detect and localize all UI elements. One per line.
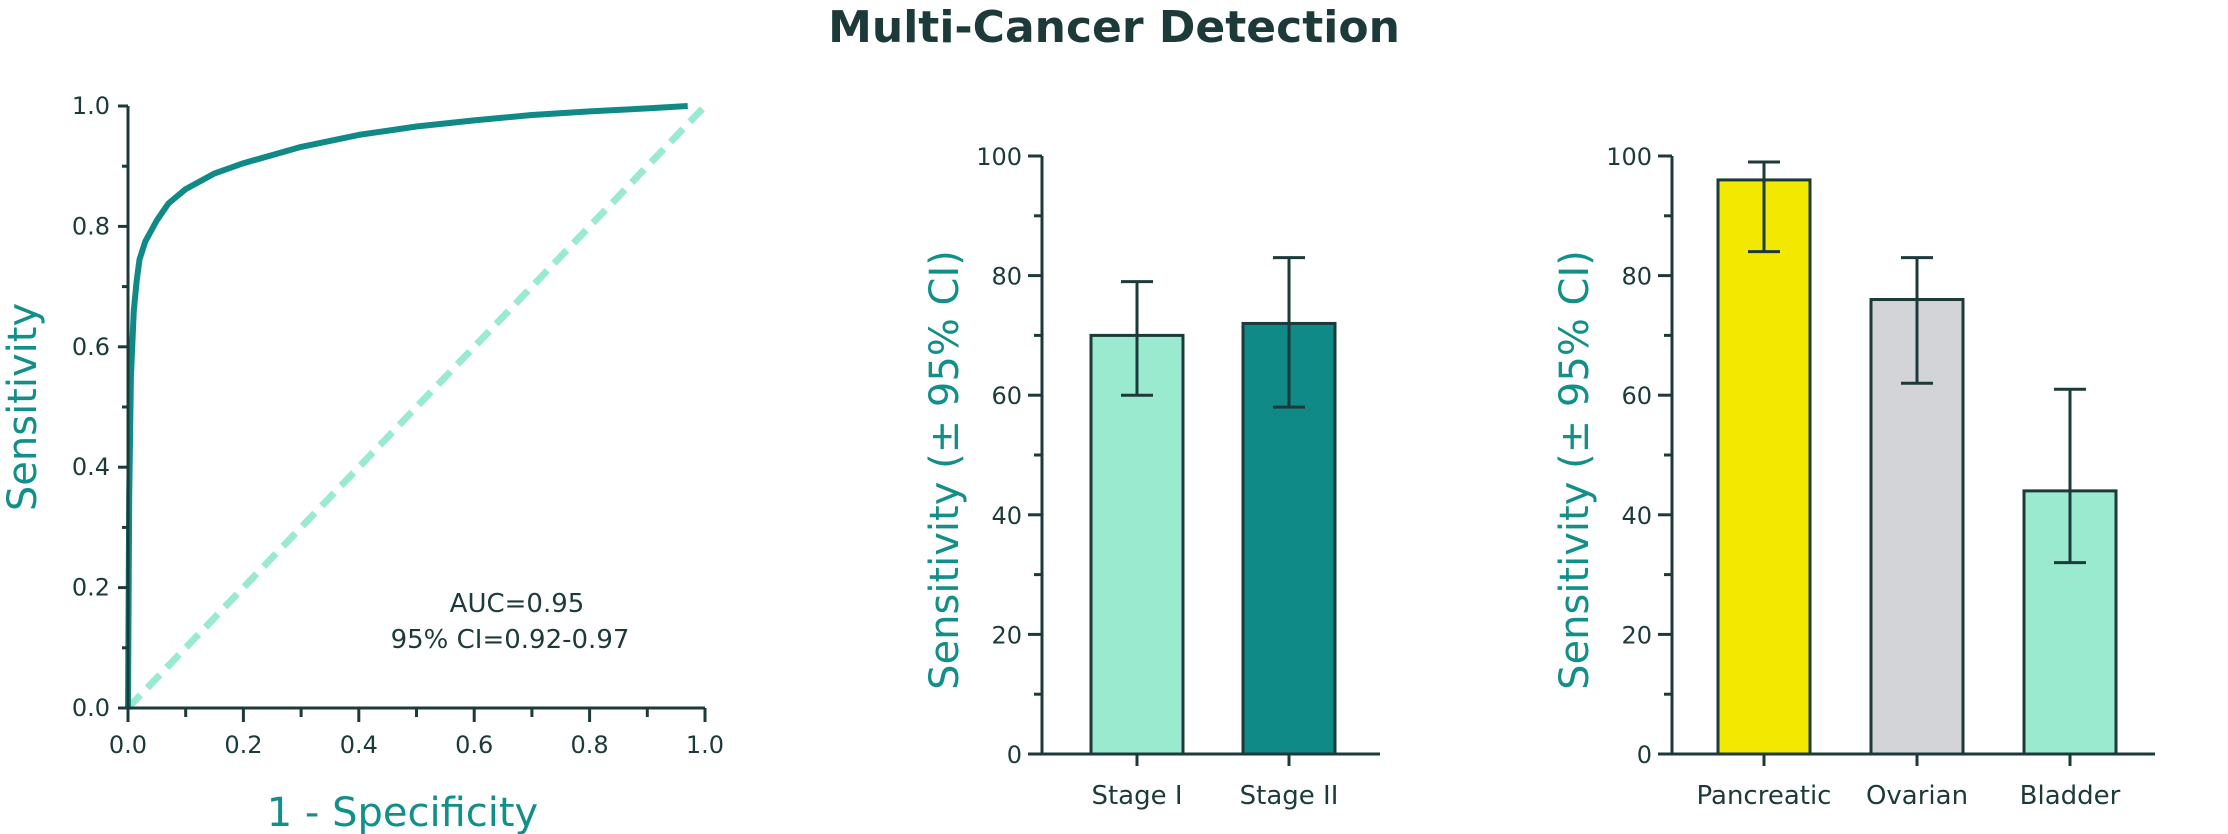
roc-x-tick-label: 0.8 [571,731,609,759]
type-y-tick-label: 20 [1621,621,1652,649]
roc-curve-line [125,103,688,709]
roc-auc-annotation: AUC=0.95 [450,589,585,619]
stage-y-tick-label: 60 [991,382,1022,410]
type-y-tick-label: 40 [1621,502,1652,530]
stage-y-tick-label: 100 [976,143,1022,171]
type-bar [1716,178,1812,756]
roc-x-tick-label: 0.0 [109,731,147,759]
stage-category-label: Stage II [1240,781,1339,811]
roc-y-tick-label: 1.0 [72,92,110,120]
cancer-type-bar-chart: 0 20 40 60 80 100 Sensitivity (± 95% CI) Pancre… [1552,143,2155,811]
type-y-tick-label: 100 [1606,143,1652,171]
roc-y-tick-label: 0.4 [72,453,110,481]
type-category-label: Ovarian [1866,781,1968,811]
roc-y-axis-title: Sensitivity [0,303,46,511]
roc-y-tick-label: 0.6 [72,333,110,361]
roc-x-tick-label: 0.2 [224,731,262,759]
roc-y-tick-label: 0.8 [72,212,110,240]
roc-x-tick-label: 0.6 [455,731,493,759]
stage-y-tick-label: 20 [991,621,1022,649]
type-y-tick-label: 80 [1621,263,1652,291]
stage-y-axis-title: Sensitivity (± 95% CI) [922,250,968,690]
roc-y-tick-label: 0.0 [72,694,110,722]
roc-x-axis-title: 1 - Specificity [267,790,538,834]
type-category-label: Bladder [2020,781,2121,811]
roc-x-tick-label: 0.4 [340,731,378,759]
chart-title: Multi-Cancer Detection [828,2,1400,53]
stage-y-tick-label: 0 [1007,741,1022,769]
type-y-tick-label: 60 [1621,382,1652,410]
type-category-label: Pancreatic [1697,781,1832,811]
stage-bar [1089,333,1185,756]
roc-chart: 0.0 0.2 0.4 0.6 0.8 1.0 0.0 0.2 0.4 0.6 0.8 1.0 1 - … [0,92,724,834]
type-bar [1869,298,1965,756]
type-y-axis-title: Sensitivity (± 95% CI) [1552,250,1598,690]
roc-ci-annotation: 95% CI=0.92-0.97 [391,625,630,655]
stage-bar-chart: 0 20 40 60 80 100 Sensitivity (± 95% CI) Stage … [922,143,1380,811]
stage-y-tick-label: 40 [991,502,1022,530]
type-y-tick-label: 0 [1637,741,1652,769]
roc-y-tick-label: 0.2 [72,574,110,602]
stage-y-tick-label: 80 [991,263,1022,291]
roc-x-tick-label: 1.0 [686,731,724,759]
roc-diagonal-line [125,103,708,711]
stage-category-label: Stage I [1091,781,1182,811]
